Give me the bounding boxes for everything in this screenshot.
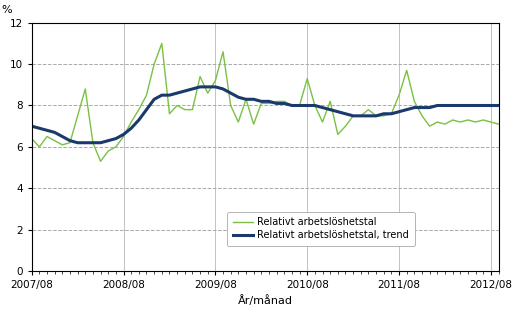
Relativt arbetslöshetstal [167, 112, 173, 116]
Relativt arbetslöshetstal [496, 122, 502, 126]
X-axis label: År/månad: År/månad [238, 295, 293, 306]
Relativt arbetslöshetstal [128, 120, 134, 124]
Relativt arbetslöshetstal, trend [274, 101, 280, 105]
Relativt arbetslöshetstal, trend [67, 139, 73, 143]
Relativt arbetslöshetstal [327, 100, 333, 103]
Relativt arbetslöshetstal, trend [128, 126, 134, 130]
Relativt arbetslöshetstal [159, 41, 165, 45]
Relativt arbetslöshetstal, trend [449, 104, 456, 107]
Relativt arbetslöshetstal [98, 159, 104, 163]
Relativt arbetslöshetstal [29, 137, 35, 140]
Relativt arbetslöshetstal [449, 118, 456, 122]
Relativt arbetslöshetstal [67, 141, 73, 144]
Relativt arbetslöshetstal, trend [496, 104, 502, 107]
Line: Relativt arbetslöshetstal, trend: Relativt arbetslöshetstal, trend [32, 87, 499, 143]
Legend: Relativt arbetslöshetstal, Relativt arbetslöshetstal, trend: Relativt arbetslöshetstal, Relativt arbe… [227, 212, 415, 246]
Line: Relativt arbetslöshetstal: Relativt arbetslöshetstal [32, 43, 499, 161]
Relativt arbetslöshetstal, trend [75, 141, 81, 144]
Text: %: % [2, 5, 12, 15]
Relativt arbetslöshetstal, trend [29, 124, 35, 128]
Relativt arbetslöshetstal, trend [197, 85, 203, 89]
Relativt arbetslöshetstal, trend [327, 108, 333, 111]
Relativt arbetslöshetstal, trend [159, 93, 165, 97]
Relativt arbetslöshetstal [274, 100, 280, 103]
